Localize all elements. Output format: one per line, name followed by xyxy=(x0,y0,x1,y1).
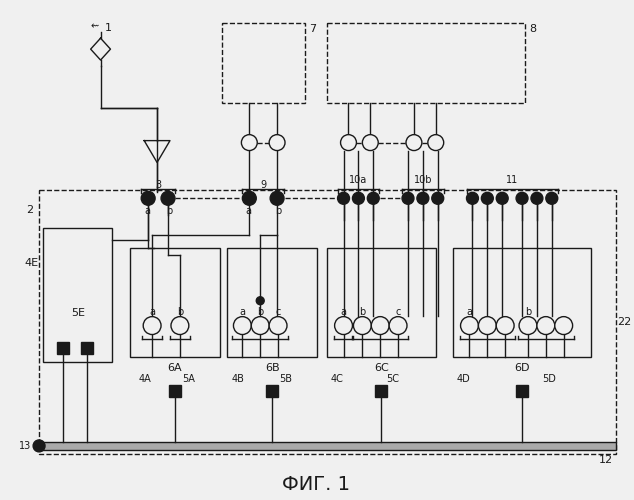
Text: a: a xyxy=(467,306,472,316)
Text: 4A: 4A xyxy=(138,374,151,384)
Text: b: b xyxy=(177,306,183,316)
Circle shape xyxy=(555,316,573,334)
Text: 22: 22 xyxy=(617,316,631,326)
Text: a: a xyxy=(340,306,347,316)
Bar xyxy=(39,442,616,450)
Text: b: b xyxy=(166,206,172,216)
Circle shape xyxy=(406,134,422,150)
Circle shape xyxy=(251,316,269,334)
Text: a: a xyxy=(245,206,251,216)
Text: a: a xyxy=(144,206,150,216)
Text: 6C: 6C xyxy=(374,364,389,374)
Bar xyxy=(221,24,305,103)
Circle shape xyxy=(367,192,379,204)
Text: 6D: 6D xyxy=(514,364,530,374)
Text: 4B: 4B xyxy=(231,374,244,384)
Circle shape xyxy=(242,134,257,150)
Circle shape xyxy=(33,440,45,452)
Circle shape xyxy=(546,192,558,204)
Bar xyxy=(228,248,317,358)
Circle shape xyxy=(460,316,479,334)
Bar xyxy=(57,342,69,354)
Bar xyxy=(516,385,528,397)
Bar xyxy=(375,385,387,397)
Circle shape xyxy=(233,316,251,334)
Bar xyxy=(43,228,112,362)
Circle shape xyxy=(537,316,555,334)
Text: b: b xyxy=(525,306,531,316)
Text: 5A: 5A xyxy=(182,374,195,384)
Text: c: c xyxy=(396,306,401,316)
Text: 12: 12 xyxy=(599,455,614,465)
Circle shape xyxy=(363,134,378,150)
Circle shape xyxy=(481,192,493,204)
Bar xyxy=(131,248,219,358)
Text: 4D: 4D xyxy=(456,374,470,384)
Circle shape xyxy=(516,192,528,204)
Bar xyxy=(39,190,616,454)
Bar xyxy=(453,248,592,358)
Circle shape xyxy=(432,192,444,204)
Circle shape xyxy=(340,134,356,150)
Circle shape xyxy=(389,316,407,334)
Text: b: b xyxy=(359,306,365,316)
Bar xyxy=(81,342,93,354)
Text: 5C: 5C xyxy=(386,374,399,384)
Text: 6B: 6B xyxy=(265,364,280,374)
Text: 6A: 6A xyxy=(167,364,182,374)
Text: 10b: 10b xyxy=(413,176,432,186)
Circle shape xyxy=(171,316,189,334)
Circle shape xyxy=(479,316,496,334)
Text: 13: 13 xyxy=(19,441,31,451)
Text: 9: 9 xyxy=(260,180,266,190)
Circle shape xyxy=(531,192,543,204)
Text: b: b xyxy=(257,306,263,316)
Circle shape xyxy=(496,316,514,334)
Circle shape xyxy=(256,296,264,304)
Circle shape xyxy=(335,316,353,334)
Text: 5D: 5D xyxy=(542,374,556,384)
Bar xyxy=(169,385,181,397)
Circle shape xyxy=(161,192,175,205)
Text: 3: 3 xyxy=(155,180,161,190)
Circle shape xyxy=(496,192,508,204)
Text: 5E: 5E xyxy=(71,308,85,318)
Circle shape xyxy=(141,192,155,205)
Circle shape xyxy=(337,192,349,204)
Text: a: a xyxy=(240,306,245,316)
Circle shape xyxy=(143,316,161,334)
Circle shape xyxy=(353,192,365,204)
Bar xyxy=(327,24,525,103)
Text: 2: 2 xyxy=(26,205,33,215)
Circle shape xyxy=(269,134,285,150)
Circle shape xyxy=(417,192,429,204)
Text: 7: 7 xyxy=(309,24,316,34)
Text: b: b xyxy=(275,206,281,216)
Circle shape xyxy=(428,134,444,150)
Text: a: a xyxy=(149,306,155,316)
Circle shape xyxy=(519,316,537,334)
Circle shape xyxy=(372,316,389,334)
Bar xyxy=(266,385,278,397)
Circle shape xyxy=(269,316,287,334)
Text: ФИГ. 1: ФИГ. 1 xyxy=(281,475,350,494)
Text: 11: 11 xyxy=(506,176,518,186)
Text: 8: 8 xyxy=(529,24,536,34)
Text: ⇜: ⇜ xyxy=(91,21,99,31)
Circle shape xyxy=(242,192,256,205)
Circle shape xyxy=(467,192,479,204)
Circle shape xyxy=(270,192,284,205)
Text: 5B: 5B xyxy=(279,374,292,384)
Text: 4E: 4E xyxy=(24,258,38,268)
Circle shape xyxy=(402,192,414,204)
Text: c: c xyxy=(275,306,281,316)
Text: 10a: 10a xyxy=(349,176,368,186)
Bar xyxy=(327,248,436,358)
Text: 4C: 4C xyxy=(331,374,344,384)
Text: 1: 1 xyxy=(105,23,112,33)
Circle shape xyxy=(353,316,372,334)
